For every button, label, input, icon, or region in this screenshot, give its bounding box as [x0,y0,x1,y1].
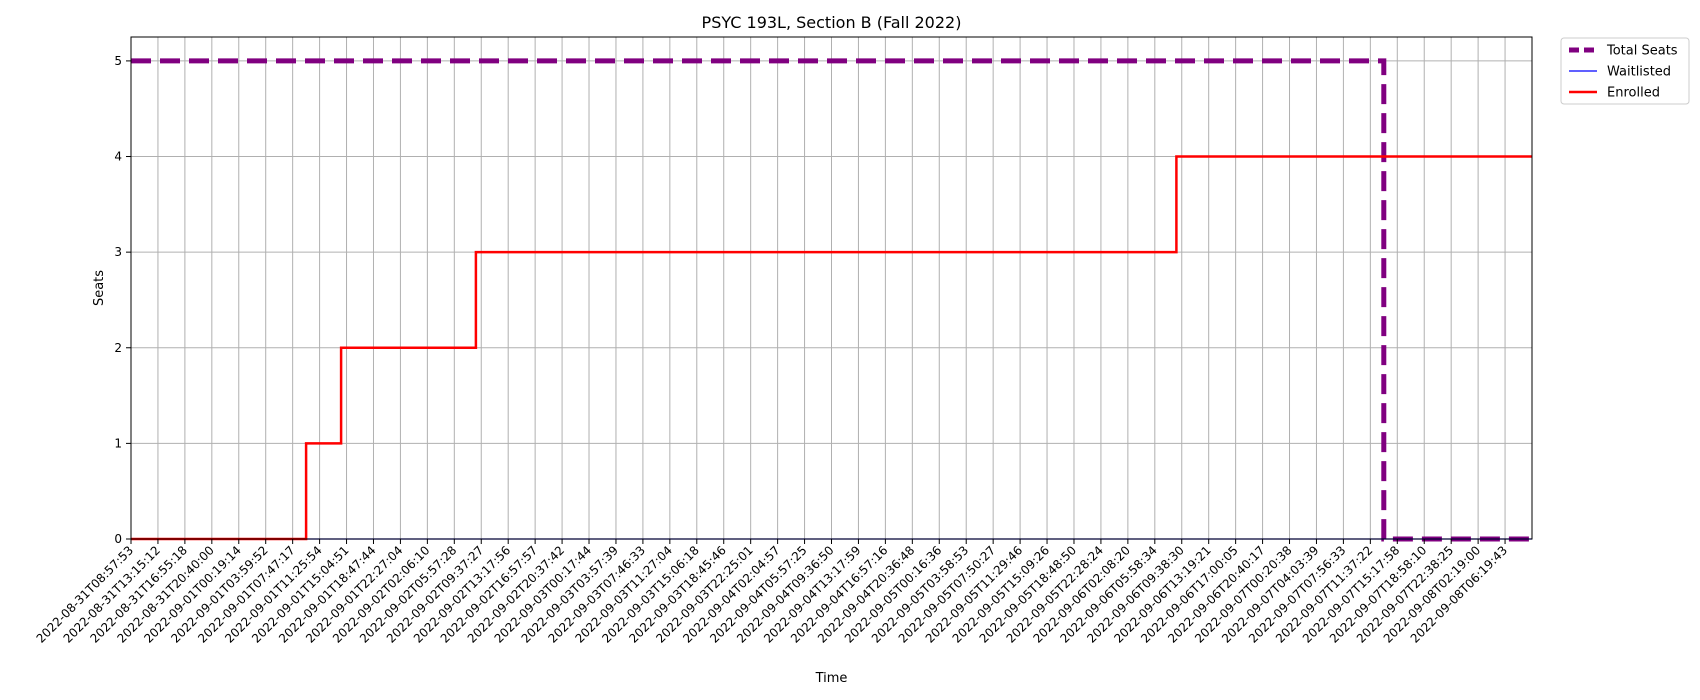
y-tick-label: 3 [114,245,122,259]
legend-label-total-seats: Total Seats [1606,44,1678,59]
y-axis-label: Seats [92,270,107,306]
x-axis-label: Time [815,671,848,686]
legend: Total Seats Waitlisted Enrolled [1560,37,1690,105]
legend-box [1560,37,1690,105]
enrolled-line [131,155,1532,541]
y-tick-label: 0 [114,532,122,546]
chart-title: PSYC 193L, Section B (Fall 2022) [702,13,962,32]
legend-label-waitlisted: Waitlisted [1607,65,1671,80]
y-tick-label: 5 [114,54,122,68]
y-tick-label: 4 [114,150,122,164]
y-tick-label: 1 [114,436,122,450]
y-tick-label: 2 [114,341,122,355]
legend-label-enrolled: Enrolled [1607,86,1660,101]
